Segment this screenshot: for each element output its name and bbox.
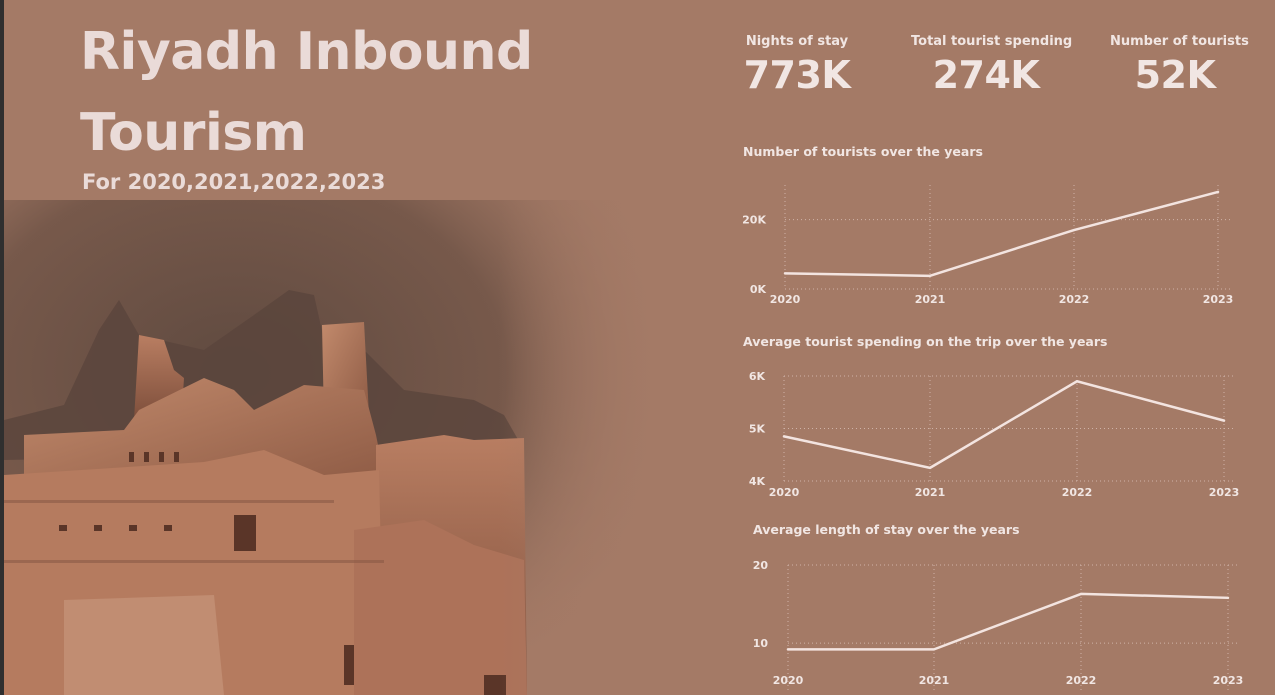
y-tick-label: 5K (749, 423, 766, 436)
data-point[interactable] (1078, 591, 1084, 597)
x-tick-label: 2020 (769, 486, 800, 499)
x-tick-label: 2020 (770, 293, 801, 306)
kpi-value: 773K (743, 53, 851, 97)
series-line[interactable] (782, 380, 1226, 470)
chart-title-spending: Average tourist spending on the trip ove… (743, 334, 1108, 349)
page-title-line2: Tourism (80, 103, 307, 163)
data-point[interactable] (931, 646, 937, 652)
kpi-card-spending[interactable]: Total tourist spending 274K (911, 34, 1073, 97)
series-line[interactable] (786, 592, 1230, 651)
kpi-label: Total tourist spending (911, 34, 1073, 49)
kpi-card-tourists[interactable]: Number of tourists 52K (1110, 34, 1249, 97)
kpi-value: 52K (1134, 53, 1216, 97)
y-tick-label: 4K (749, 475, 766, 488)
x-tick-label: 2023 (1213, 674, 1244, 687)
series-line[interactable] (783, 190, 1220, 278)
kpi-label: Number of tourists (1110, 34, 1249, 49)
kpi-value: 274K (932, 53, 1040, 97)
page-subtitle: For 2020,2021,2022,2023 (82, 170, 386, 194)
x-tick-label: 2021 (919, 674, 950, 687)
diriyah-photo (4, 200, 664, 695)
y-tick-label: 10 (753, 637, 769, 650)
x-tick-label: 2022 (1066, 674, 1097, 687)
chart-title-tourists: Number of tourists over the years (743, 144, 983, 159)
y-tick-label: 0K (750, 283, 767, 296)
y-tick-label: 6K (749, 370, 766, 383)
x-tick-label: 2020 (773, 674, 804, 687)
x-tick-label: 2021 (915, 293, 946, 306)
page-title-line1: Riyadh Inbound (80, 22, 533, 82)
window-left-edge (0, 0, 4, 695)
x-tick-label: 2022 (1062, 486, 1093, 499)
x-tick-label: 2023 (1209, 486, 1240, 499)
y-tick-label: 20 (753, 559, 769, 572)
y-tick-label: 20K (742, 214, 766, 227)
kpi-label: Nights of stay (745, 34, 849, 49)
kpi-card-nights[interactable]: Nights of stay 773K (742, 34, 852, 97)
x-tick-label: 2021 (915, 486, 946, 499)
data-point[interactable] (1225, 595, 1231, 601)
chart-title-stay: Average length of stay over the years (753, 522, 1020, 537)
x-tick-label: 2023 (1203, 293, 1234, 306)
x-tick-label: 2022 (1059, 293, 1090, 306)
data-point[interactable] (785, 646, 791, 652)
